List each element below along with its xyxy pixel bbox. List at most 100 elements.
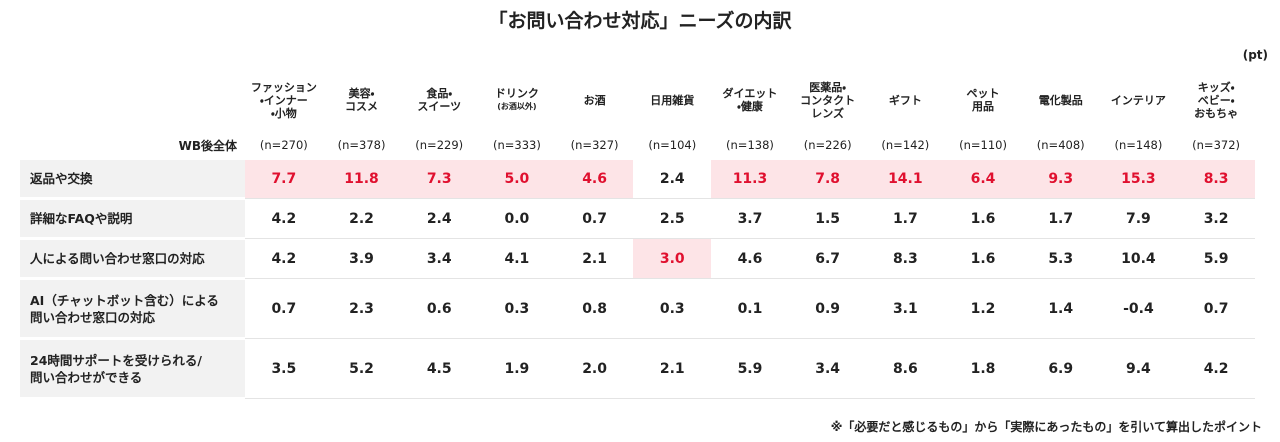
cell: 0.7: [1177, 278, 1255, 339]
cell: 1.7: [866, 198, 945, 239]
cell: 0.7: [555, 198, 634, 239]
cell: 0.1: [711, 278, 789, 339]
column-header: 日用雑貨: [633, 70, 711, 130]
cell: 6.7: [788, 238, 867, 279]
cell: 10.4: [1099, 238, 1178, 279]
cell: 3.0: [633, 238, 712, 279]
column-label: ダイエット ・健康: [722, 87, 778, 113]
row-label: AI（チャットボット含む）による 問い合わせ窓口の対応: [20, 278, 245, 340]
row-label: 詳細なFAQや説明: [20, 198, 245, 240]
table-wrap: ファッション ・インナー ・小物 美容・ コスメ 食品・ スイーツ ドリンク (お酒以外…: [20, 70, 1255, 400]
column-header: ファッション ・インナー ・小物: [245, 70, 323, 130]
cell: 4.1: [478, 238, 556, 279]
cell: 6.4: [944, 160, 1022, 199]
sample-size: (n=138): [726, 138, 774, 152]
unit: (pt): [1242, 48, 1268, 62]
cell: 1.6: [944, 238, 1022, 279]
cell: 4.2: [245, 198, 323, 239]
cell: 2.3: [322, 278, 401, 339]
cell: 0.8: [555, 278, 634, 339]
cell: 6.9: [1021, 338, 1100, 399]
sample-size: (n=327): [570, 138, 619, 152]
cell: 4.6: [711, 238, 789, 279]
cell: 1.2: [944, 278, 1022, 339]
cell: -0.4: [1099, 278, 1178, 339]
cell: 0.3: [633, 278, 712, 339]
sample-size: (n=104): [648, 138, 697, 152]
cell: 2.5: [633, 198, 712, 239]
column-header: お酒: [556, 70, 634, 130]
sample-size: (n=229): [415, 138, 464, 152]
column-sublabel: (お酒以外): [497, 102, 537, 111]
cell: 9.4: [1099, 338, 1178, 399]
cell: 7.8: [788, 160, 867, 199]
cell: 3.2: [1177, 198, 1255, 239]
cell: 3.7: [711, 198, 789, 239]
column-label: 日用雑貨: [650, 93, 695, 107]
sample-size: (n=378): [337, 138, 386, 152]
cell: 0.0: [478, 198, 556, 239]
cell: 3.1: [866, 278, 945, 339]
data-row: 24時間サポートを受けられる/ 問い合わせができる 3.5 5.2 4.5 1.9 2.0…: [20, 338, 1255, 400]
column-label: お酒: [583, 93, 606, 107]
column-label: インテリア: [1110, 93, 1166, 107]
cell: 1.5: [788, 198, 867, 239]
column-header: 電化製品: [1022, 70, 1100, 130]
cell: 8.3: [1177, 160, 1255, 199]
cell: 1.9: [478, 338, 556, 399]
cell: 5.9: [1177, 238, 1255, 279]
corner-label: WB後全体: [178, 138, 237, 153]
cell: 5.2: [322, 338, 401, 399]
column-label: ギフト: [888, 93, 922, 107]
cell: 1.4: [1021, 278, 1100, 339]
sample-size: (n=110): [959, 138, 1007, 152]
cell: 2.2: [322, 198, 401, 239]
sample-size: (n=226): [803, 138, 852, 152]
column-label: 食品・ スイーツ: [417, 87, 462, 113]
footnote: ※「必要だと感じるもの」から「実際にあったもの」を引いて算出したポイント: [830, 420, 1262, 434]
row-label: 人による問い合わせ窓口の対応: [20, 238, 245, 280]
cell: 15.3: [1099, 160, 1178, 199]
column-header: ギフト: [867, 70, 945, 130]
cell: 0.6: [400, 278, 479, 339]
cell: 14.1: [866, 160, 945, 199]
cell: 2.1: [633, 338, 712, 399]
cell: 7.3: [400, 160, 479, 199]
cell: 0.9: [788, 278, 867, 339]
cell: 2.0: [555, 338, 634, 399]
cell: 11.8: [322, 160, 401, 199]
column-header: ペット 用品: [944, 70, 1022, 130]
cell: 8.6: [866, 338, 945, 399]
column-header: 医薬品・ コンタクト レンズ: [789, 70, 867, 130]
cell: 3.9: [322, 238, 401, 279]
column-header: ダイエット ・健康: [711, 70, 789, 130]
cell: 8.3: [866, 238, 945, 279]
cell: 3.4: [400, 238, 479, 279]
data-row: 詳細なFAQや説明 4.2 2.2 2.4 0.0 0.7 2.5 3.7 1.5 1.7 1.6 1…: [20, 198, 1255, 240]
cell: 5.9: [711, 338, 789, 399]
cell: 2.4: [633, 160, 712, 199]
row-label: 返品や交換: [20, 160, 245, 200]
cell: 1.7: [1021, 198, 1100, 239]
cell: 9.3: [1021, 160, 1100, 199]
column-header: ドリンク (お酒以外): [478, 70, 556, 130]
sample-size: (n=270): [259, 138, 308, 152]
cell: 7.9: [1099, 198, 1178, 239]
cell: 7.7: [245, 160, 323, 199]
sample-size: (n=142): [881, 138, 930, 152]
column-label: 医薬品・ コンタクト レンズ: [800, 80, 856, 120]
corner-blank: [20, 70, 245, 130]
cell: 0.3: [478, 278, 556, 339]
cell: 1.6: [944, 198, 1022, 239]
data-row: 返品や交換 7.7 11.8 7.3 5.0 4.6 2.4 11.3 7.8 14.1 6.4 9.…: [20, 160, 1255, 200]
data-row: 人による問い合わせ窓口の対応 4.2 3.9 3.4 4.1 2.1 3.0 4.6 6.7 8.…: [20, 238, 1255, 280]
row-label: 24時間サポートを受けられる/ 問い合わせができる: [20, 338, 245, 400]
sample-size: (n=333): [492, 138, 541, 152]
cell: 5.0: [478, 160, 556, 199]
cell: 5.3: [1021, 238, 1100, 279]
data-row: AI（チャットボット含む）による 問い合わせ窓口の対応 0.7 2.3 0.6 0.3 0…: [20, 278, 1255, 340]
column-header: インテリア: [1100, 70, 1178, 130]
column-label: 電化製品: [1038, 93, 1083, 107]
column-label: 美容・ コスメ: [345, 87, 379, 113]
